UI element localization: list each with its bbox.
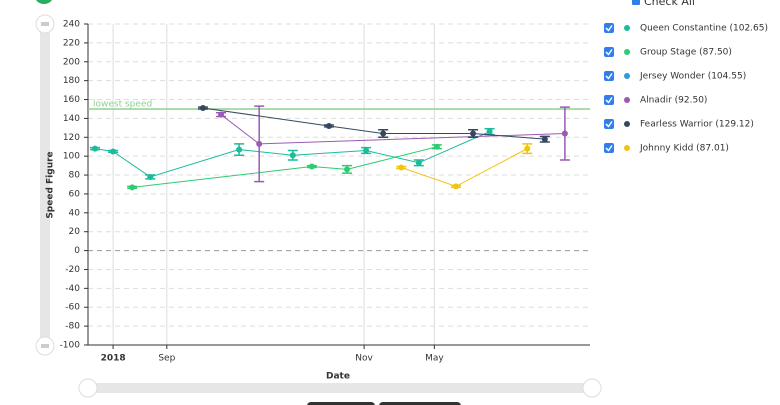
legend-checkbox[interactable] <box>604 23 614 33</box>
y-tick-label: 240 <box>63 20 80 30</box>
y-tick-label: 120 <box>63 133 80 143</box>
y-axis-label: Speed Figure <box>46 151 56 218</box>
data-point[interactable] <box>486 128 493 135</box>
data-point[interactable] <box>380 130 387 137</box>
status-icon <box>36 0 52 4</box>
y-tick-label: -80 <box>65 322 80 332</box>
legend-checkbox[interactable] <box>604 143 614 153</box>
y-tick-label: 80 <box>69 171 81 181</box>
series-line <box>401 148 528 187</box>
y-tick-label: 220 <box>63 38 80 48</box>
data-point[interactable] <box>470 130 477 137</box>
data-point[interactable] <box>289 152 296 159</box>
y-tick-label: 60 <box>69 189 81 199</box>
y-tick-label: -100 <box>60 341 81 351</box>
data-point[interactable] <box>344 166 351 173</box>
data-point[interactable] <box>452 183 459 190</box>
legend-label[interactable]: Johnny Kidd (87.01) <box>639 144 729 154</box>
legend-dot <box>624 49 630 55</box>
legend-check <box>605 145 613 152</box>
legend-label[interactable]: Fearless Warrior (129.12) <box>640 120 754 130</box>
y-slider-handle[interactable] <box>35 336 55 356</box>
x-tick-label: Nov <box>355 354 373 364</box>
button[interactable] <box>307 402 375 405</box>
data-point[interactable] <box>541 136 548 143</box>
legend-checkbox[interactable] <box>604 95 614 105</box>
legend-check <box>605 49 613 56</box>
y-tick-label: 0 <box>74 246 80 256</box>
y-slider-handle[interactable] <box>35 14 55 34</box>
legend-label[interactable]: Group Stage (87.50) <box>640 48 732 58</box>
y-tick-label: 180 <box>63 76 80 86</box>
legend-checkbox[interactable] <box>604 119 614 129</box>
data-point[interactable] <box>524 145 531 152</box>
series-line <box>94 131 490 178</box>
legend-dot <box>624 25 630 31</box>
y-tick-label: -40 <box>65 284 80 294</box>
y-tick-label: 200 <box>63 57 80 67</box>
data-point[interactable] <box>325 122 332 129</box>
x-tick-label: May <box>425 354 444 364</box>
legend-dot <box>624 121 630 127</box>
y-tick-label: 140 <box>63 114 80 124</box>
data-point[interactable] <box>256 140 263 147</box>
y-tick-label: 20 <box>69 227 81 237</box>
y-slider-track <box>40 26 50 346</box>
data-point[interactable] <box>308 163 315 170</box>
x-tick-label: 2018 <box>101 354 126 364</box>
y-tick-label: -60 <box>65 303 80 313</box>
data-point[interactable] <box>147 173 154 180</box>
x-axis-label: Date <box>326 372 350 382</box>
data-point[interactable] <box>92 145 99 152</box>
button[interactable] <box>379 402 461 405</box>
legend-check <box>605 97 613 104</box>
legend-checkbox[interactable] <box>604 47 614 57</box>
y-tick-label: 40 <box>69 208 81 218</box>
check-all-box[interactable] <box>632 0 640 5</box>
data-point[interactable] <box>199 105 206 112</box>
y-tick-label: -20 <box>65 265 80 275</box>
data-point[interactable] <box>110 148 117 155</box>
y-tick-label: 160 <box>63 95 80 105</box>
legend-check <box>605 73 613 80</box>
legend-label[interactable]: Queen Constantine (102.65) <box>640 24 768 34</box>
data-point[interactable] <box>398 164 405 171</box>
data-point[interactable] <box>433 143 440 150</box>
legend-dot <box>624 145 630 151</box>
series-line <box>132 146 438 188</box>
data-point[interactable] <box>129 184 136 191</box>
data-point[interactable] <box>363 147 370 154</box>
data-point[interactable] <box>236 146 243 153</box>
legend-dot <box>624 97 630 103</box>
legend-check <box>605 25 613 32</box>
x-slider-handle[interactable] <box>582 378 602 398</box>
check-all-label[interactable]: Check All <box>644 0 695 8</box>
legend-label[interactable]: Jersey Wonder (104.55) <box>639 72 746 82</box>
legend-check <box>605 121 613 128</box>
legend-label[interactable]: Alnadir (92.50) <box>640 96 707 106</box>
x-slider-track <box>88 383 592 393</box>
x-tick-label: Sep <box>158 354 175 364</box>
x-slider-handle[interactable] <box>78 378 98 398</box>
series-line <box>220 114 565 145</box>
reference-label: lowest speed <box>93 99 152 109</box>
data-point[interactable] <box>561 130 568 137</box>
legend-checkbox[interactable] <box>604 71 614 81</box>
data-point[interactable] <box>415 159 422 166</box>
data-point[interactable] <box>218 111 225 118</box>
legend-dot <box>624 73 630 79</box>
y-tick-label: 100 <box>63 152 80 162</box>
